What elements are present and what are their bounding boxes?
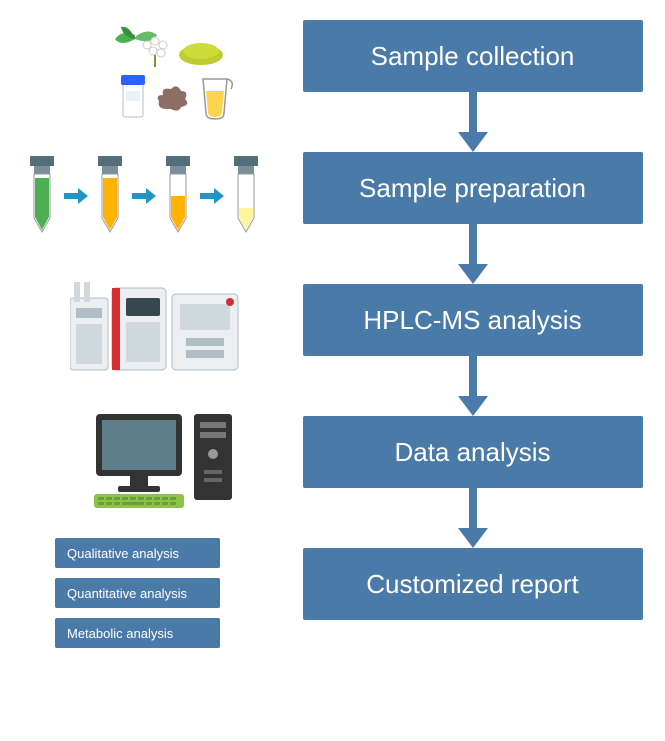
arrow-right-icon — [200, 186, 224, 206]
illus-sample-collection — [0, 20, 280, 130]
illus-computer — [0, 394, 280, 526]
arrow-down-icon — [458, 356, 488, 416]
illus-sample-prep — [0, 130, 280, 262]
analysis-list: Qualitative analysis Quantitative analys… — [0, 538, 280, 648]
tube-icon — [92, 156, 128, 236]
analysis-item-quantitative: Quantitative analysis — [55, 578, 220, 608]
illustration-column: Qualitative analysis Quantitative analys… — [0, 0, 280, 741]
tube-icon — [24, 156, 60, 236]
step-sample-preparation: Sample preparation — [303, 152, 643, 224]
arrow-right-icon — [64, 186, 88, 206]
arrow-down-icon — [458, 224, 488, 284]
tube-icon — [228, 156, 264, 236]
arrow-right-icon — [132, 186, 156, 206]
illus-hplc-instrument — [0, 262, 280, 394]
tube-icon — [160, 156, 196, 236]
flowchart-column: Sample collection Sample preparation HPL… — [280, 0, 665, 741]
analysis-item-qualitative: Qualitative analysis — [55, 538, 220, 568]
analysis-item-metabolic: Metabolic analysis — [55, 618, 220, 648]
diagram-root: Qualitative analysis Quantitative analys… — [0, 0, 665, 741]
arrow-down-icon — [458, 92, 488, 152]
step-data-analysis: Data analysis — [303, 416, 643, 488]
step-sample-collection: Sample collection — [303, 20, 643, 92]
arrow-down-icon — [458, 488, 488, 548]
step-customized-report: Customized report — [303, 548, 643, 620]
step-hplc-ms-analysis: HPLC-MS analysis — [303, 284, 643, 356]
